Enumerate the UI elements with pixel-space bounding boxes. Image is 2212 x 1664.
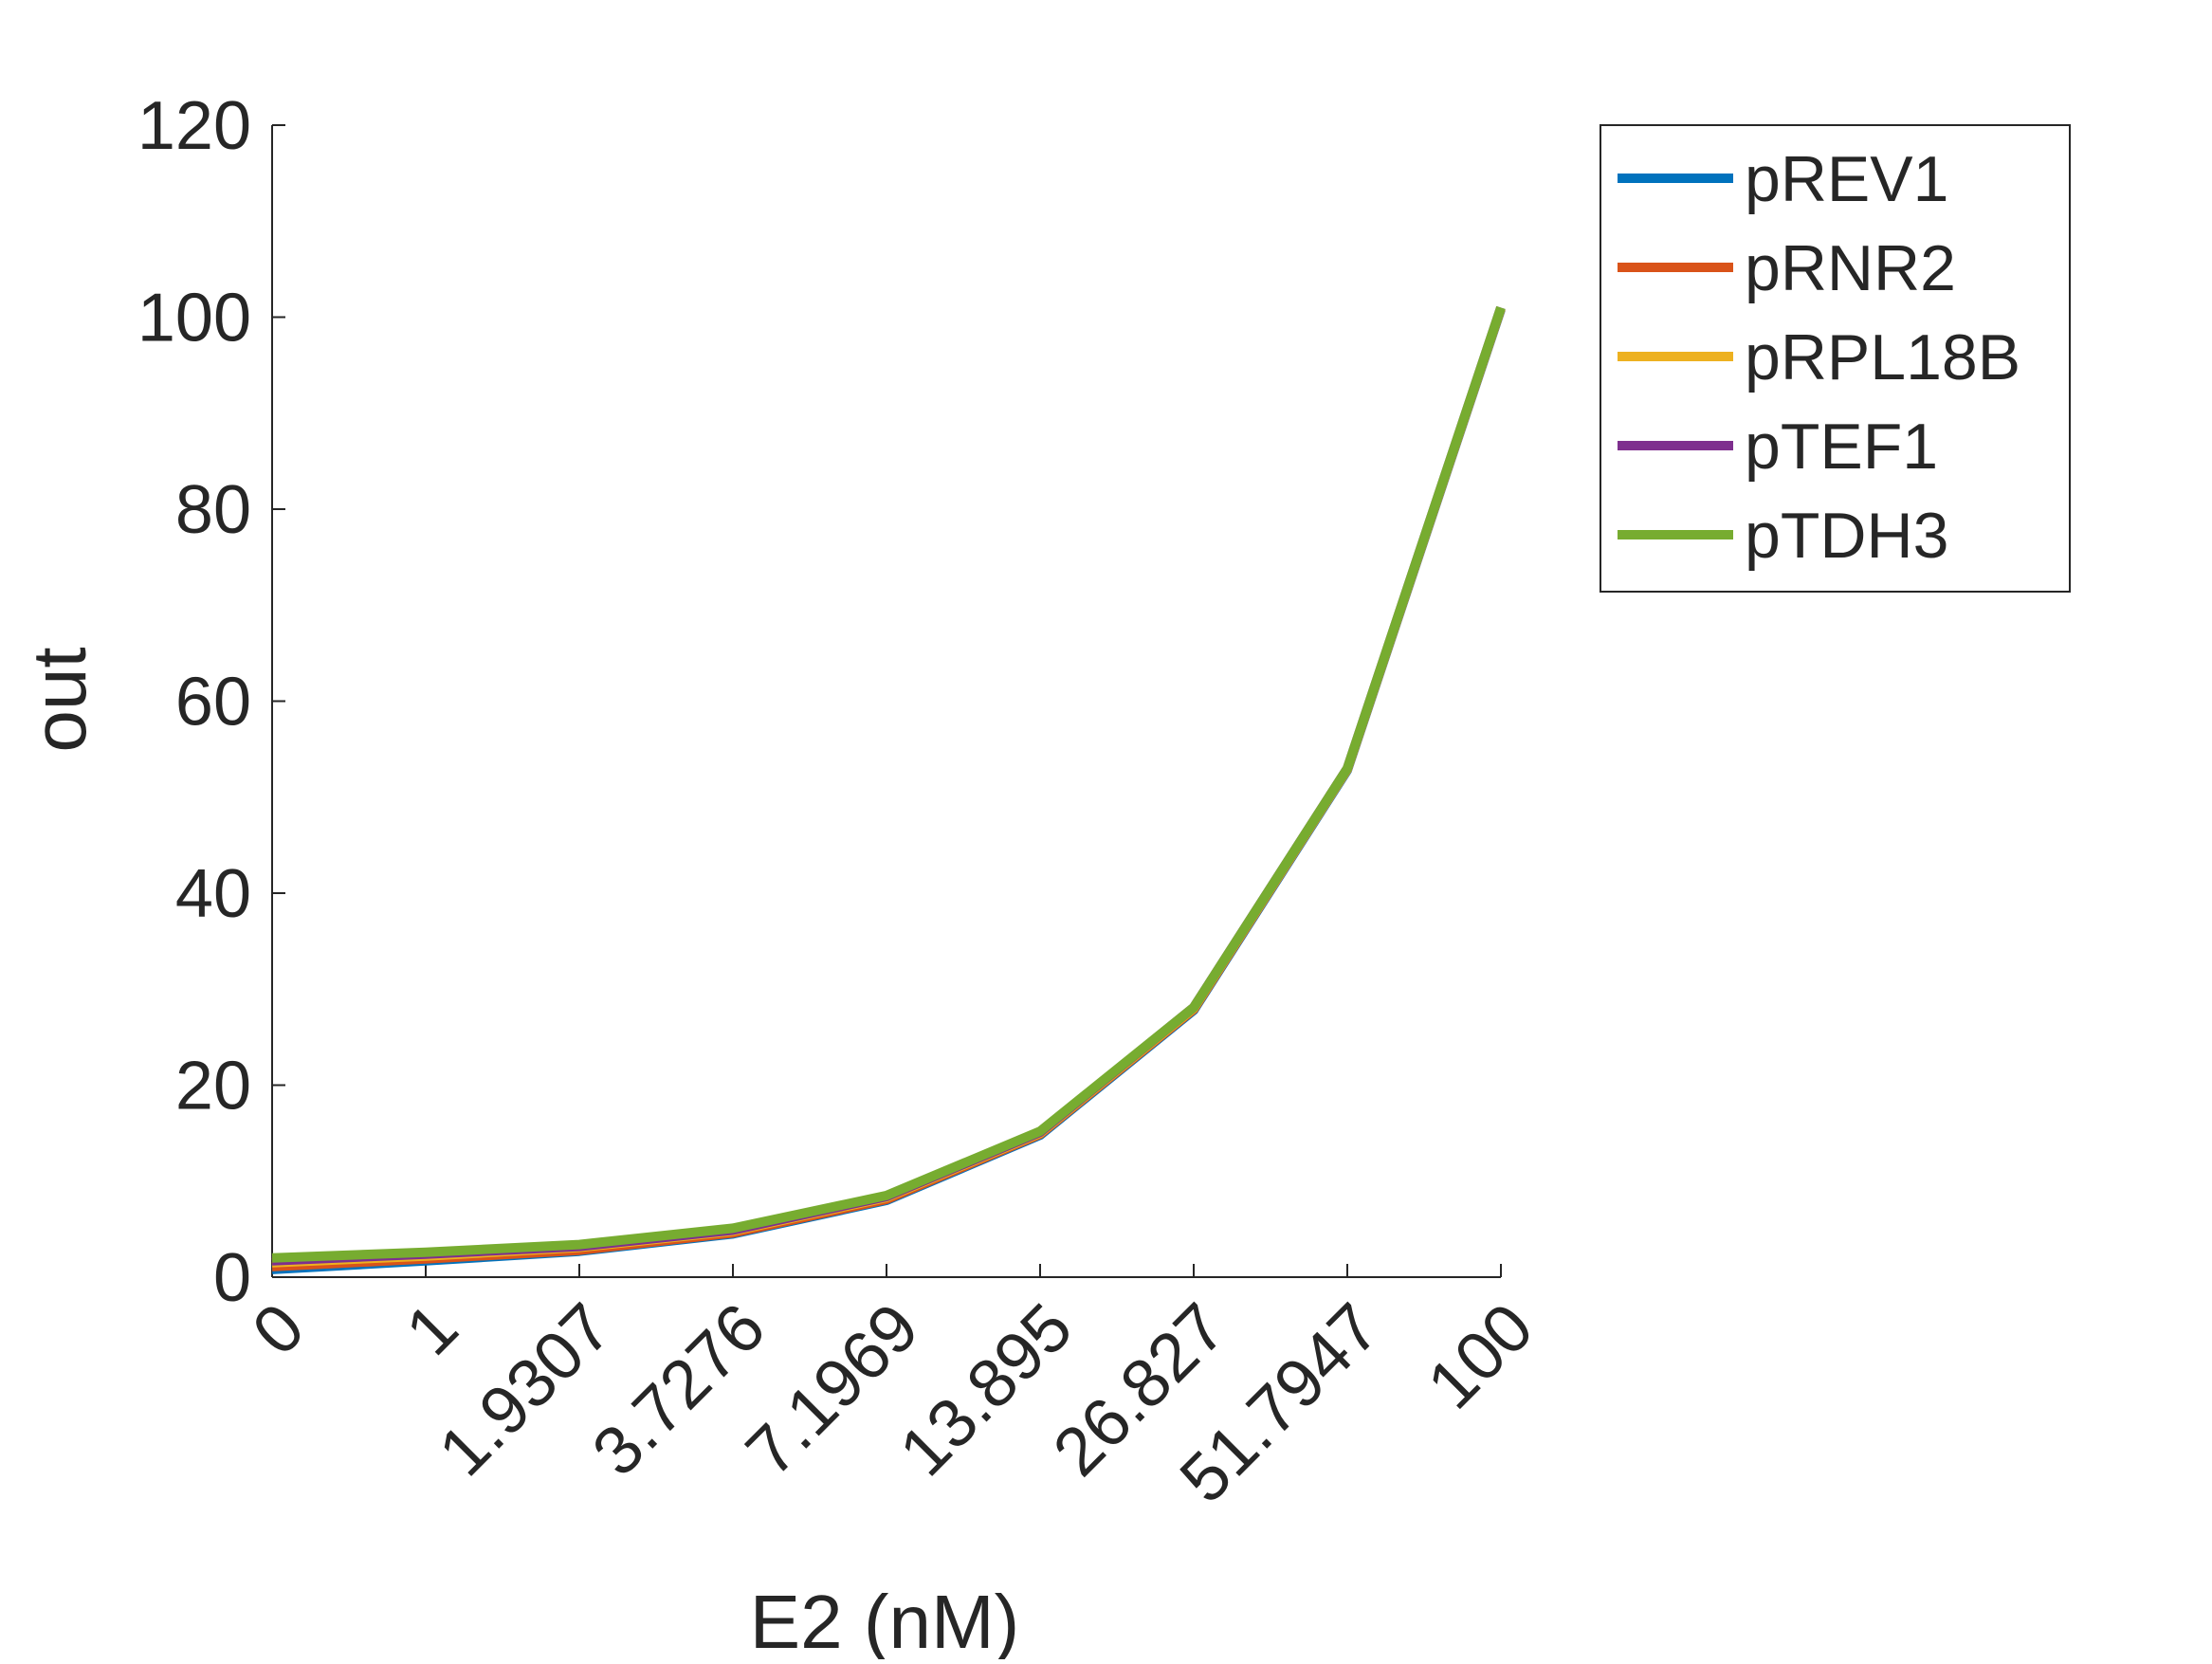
- x-axis-label: E2 (nM): [750, 1580, 1020, 1659]
- legend: pREV1 pRNR2 pRPL18B pTEF1 pTDH3: [1600, 124, 2071, 593]
- y-tick-label: 20: [175, 1049, 251, 1125]
- series-line: [271, 306, 1506, 1271]
- y-tick-label: 100: [137, 281, 251, 357]
- series-line: [271, 306, 1506, 1268]
- legend-label: pTEF1: [1745, 411, 1938, 483]
- legend-label: pRNR2: [1745, 232, 1956, 304]
- legend-label: pTDH3: [1745, 500, 1948, 572]
- y-tick-label: 40: [175, 856, 251, 932]
- legend-label: pREV1: [1745, 143, 1948, 215]
- series-lines: [271, 305, 1506, 1274]
- series-line: [271, 305, 1506, 1263]
- y-tick-label: 60: [175, 665, 251, 741]
- y-tick-label: 80: [175, 472, 251, 548]
- y-axis-label: out: [17, 647, 101, 752]
- x-tick-label: 1.9307: [425, 1289, 626, 1490]
- series-line: [271, 305, 1506, 1266]
- series-line: [271, 307, 1506, 1274]
- x-tick-label: 100: [1414, 1289, 1548, 1424]
- x-tick-label: 1: [392, 1289, 472, 1370]
- x-tick-label: 3.7276: [578, 1289, 779, 1490]
- x-tick-label: 7.1969: [732, 1289, 933, 1490]
- y-tick-label: 120: [137, 88, 251, 164]
- legend-label: pRPL18B: [1745, 321, 2020, 393]
- y-tick-label: 0: [213, 1240, 251, 1316]
- x-tick-label: 13.895: [886, 1289, 1087, 1490]
